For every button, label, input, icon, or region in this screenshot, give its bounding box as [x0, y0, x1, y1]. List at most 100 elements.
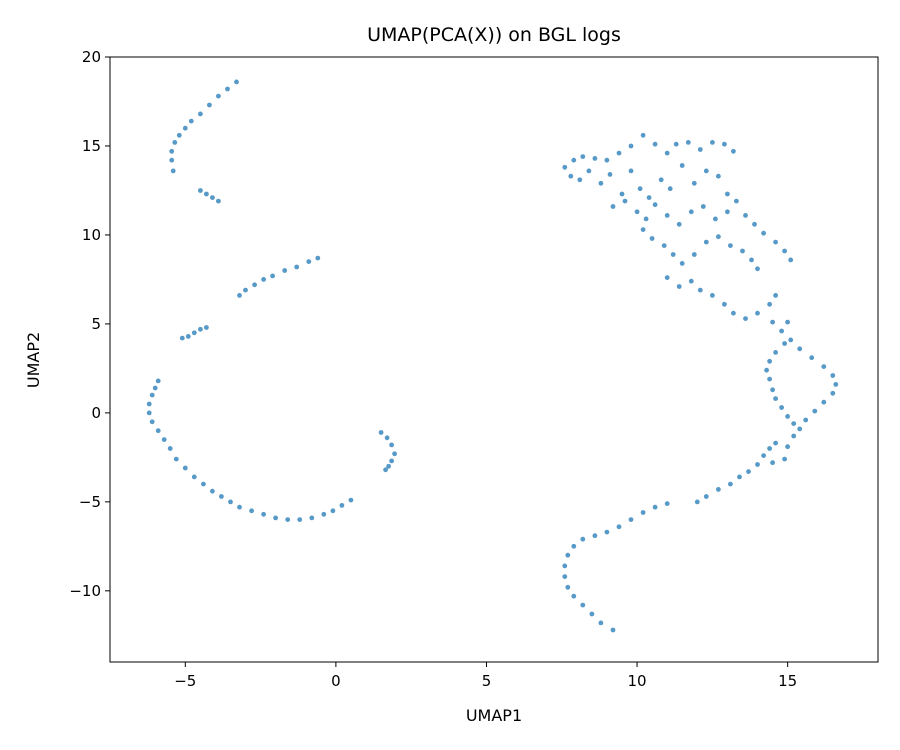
data-point	[731, 148, 736, 154]
data-point	[640, 510, 646, 515]
data-point	[725, 191, 730, 197]
data-point	[191, 330, 197, 336]
data-point	[571, 543, 577, 549]
data-point	[216, 93, 221, 99]
data-point	[755, 462, 760, 467]
data-point	[198, 188, 203, 193]
data-point	[803, 417, 809, 423]
data-point	[640, 132, 646, 138]
data-point	[688, 209, 694, 215]
data-point	[228, 499, 233, 505]
data-point	[703, 494, 709, 499]
data-point	[330, 508, 336, 514]
chart-title: UMAP(PCA(X)) on BGL logs	[367, 24, 621, 46]
data-point	[207, 102, 212, 108]
data-point	[646, 195, 652, 201]
data-point	[773, 396, 778, 401]
data-point	[282, 268, 288, 273]
y-tick-label: −5	[79, 493, 101, 511]
data-point	[198, 111, 203, 117]
data-point	[188, 118, 194, 124]
data-point	[755, 266, 760, 272]
data-point	[716, 487, 721, 492]
data-point	[321, 511, 327, 517]
y-tick-label: −10	[69, 582, 101, 600]
data-point	[571, 593, 577, 599]
data-point	[691, 252, 697, 257]
data-point	[821, 399, 827, 405]
data-point	[270, 273, 275, 279]
y-tick-label: 20	[82, 48, 101, 66]
data-point	[173, 456, 179, 462]
data-point	[294, 264, 300, 270]
data-point	[204, 325, 209, 330]
data-point	[167, 446, 173, 451]
data-point	[676, 221, 682, 227]
data-point	[191, 474, 197, 480]
data-point	[580, 536, 586, 542]
data-point	[389, 458, 394, 464]
data-point	[592, 533, 598, 539]
data-point	[743, 316, 748, 321]
data-point	[649, 236, 655, 241]
data-point	[658, 177, 664, 183]
data-point	[589, 611, 595, 617]
data-point	[664, 213, 670, 218]
x-tick-label: 10	[628, 672, 647, 690]
data-point	[694, 499, 700, 505]
data-point	[788, 337, 794, 343]
data-point	[716, 234, 721, 240]
data-point	[652, 202, 658, 208]
x-axis-label: UMAP1	[466, 706, 522, 725]
data-point	[809, 355, 815, 361]
data-point	[182, 465, 188, 471]
data-point	[731, 310, 736, 316]
data-point	[172, 140, 178, 145]
x-tick-label: 5	[482, 672, 492, 690]
data-point	[634, 209, 640, 215]
data-point	[697, 287, 703, 293]
data-point	[643, 216, 649, 222]
data-point	[713, 216, 718, 222]
data-point	[607, 172, 613, 177]
data-point	[386, 463, 391, 469]
data-point	[297, 517, 303, 522]
data-point	[149, 419, 155, 425]
data-point	[664, 275, 670, 280]
data-point	[179, 335, 185, 341]
data-point	[728, 481, 733, 487]
data-point	[710, 140, 715, 145]
data-point	[773, 440, 778, 446]
data-point	[598, 180, 604, 186]
data-point	[785, 319, 790, 325]
data-point	[652, 141, 658, 147]
data-point	[788, 257, 794, 263]
data-point	[797, 346, 803, 352]
data-point	[565, 584, 571, 590]
data-point	[378, 430, 384, 435]
data-point	[797, 426, 803, 432]
data-point	[234, 79, 239, 85]
data-point	[392, 451, 397, 457]
data-point	[779, 328, 784, 334]
data-point	[830, 373, 836, 378]
data-point	[249, 508, 255, 514]
data-point	[691, 180, 697, 186]
data-point	[782, 456, 787, 462]
data-point	[562, 574, 568, 579]
data-point	[616, 524, 622, 530]
data-point	[161, 437, 167, 442]
data-point	[833, 382, 839, 387]
data-point	[661, 243, 667, 249]
data-point	[252, 282, 257, 288]
data-point	[176, 132, 182, 138]
data-point	[610, 204, 616, 209]
data-point	[700, 204, 706, 209]
data-point	[155, 428, 161, 434]
data-point	[339, 503, 345, 508]
data-point	[146, 401, 152, 407]
data-point	[710, 293, 715, 298]
data-point	[785, 444, 790, 450]
data-point	[315, 255, 321, 261]
data-point	[628, 517, 634, 522]
